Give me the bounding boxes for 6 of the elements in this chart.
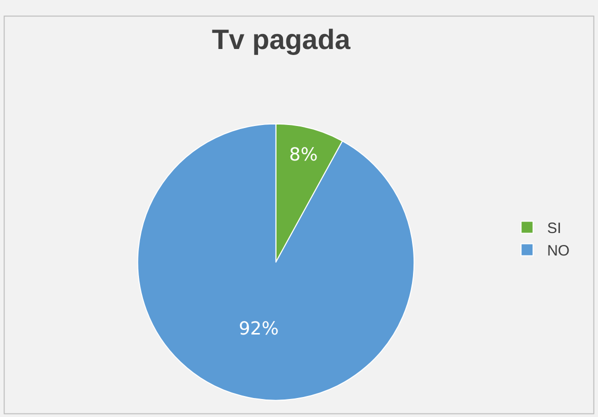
legend-label: SI (547, 220, 562, 238)
chart-title: Tv pagada (212, 24, 351, 55)
data-label: 92% (238, 318, 279, 340)
legend-label: NO (547, 242, 570, 260)
pie-slice (137, 123, 414, 401)
data-label: 8% (289, 144, 318, 166)
